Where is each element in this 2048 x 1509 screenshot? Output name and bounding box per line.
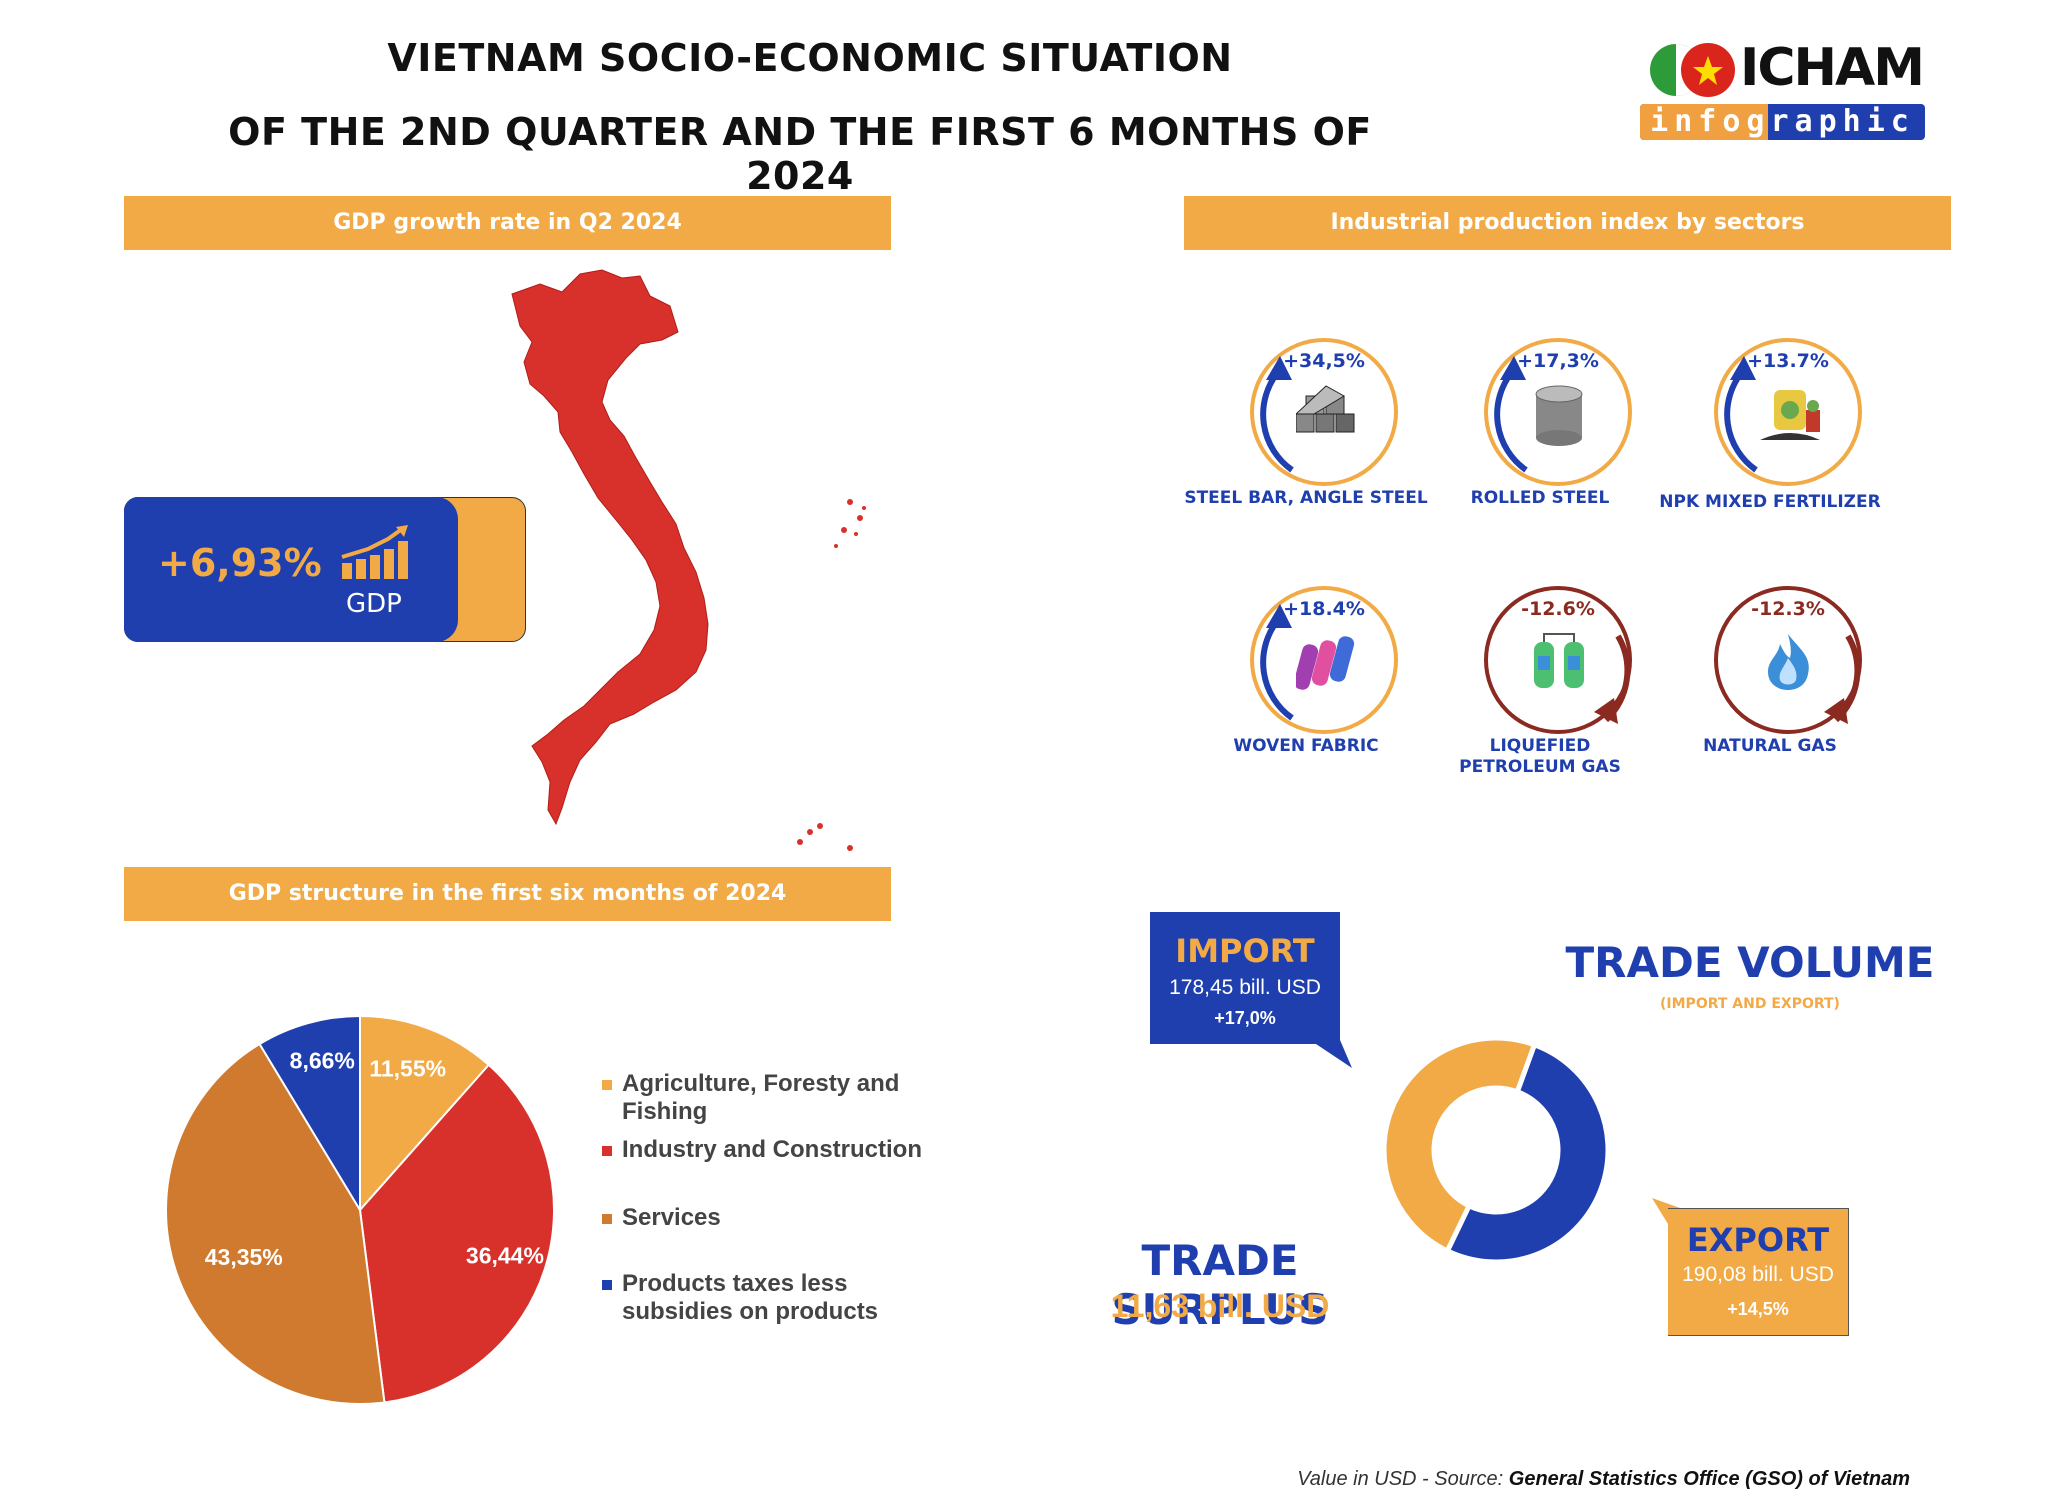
import-box: IMPORT 178,45 bill. USD +17,0% [1150, 912, 1340, 1044]
trade-volume-donut [1381, 1035, 1611, 1265]
donut-segment [1444, 1041, 1611, 1265]
steel-bars-icon [1296, 385, 1355, 433]
gdp-structure-pie-chart: 11,55% 36,44% 43,35% 8,66% [165, 1014, 555, 1405]
gdp-label: GDP [346, 589, 402, 619]
ipi-item: -12.6% LIQUEFIED PETROLEUM GAS [1420, 580, 1660, 780]
pie-data-label: 8,66% [290, 1048, 355, 1074]
import-change: +17,0% [1214, 1008, 1276, 1028]
fertilizer-icon [1760, 390, 1820, 440]
ipi-change: -12.3% [1751, 598, 1825, 620]
export-title: EXPORT [1686, 1221, 1830, 1259]
donut-segment [1381, 1035, 1538, 1255]
flame-icon [1768, 634, 1809, 690]
export-change: +14,5% [1727, 1299, 1789, 1319]
ipi-item: +13.7% NPK MIXED FERTILIZER [1650, 332, 1890, 532]
legend-swatch-industry [602, 1146, 612, 1156]
source-name: General Statistics Office (GSO) of Vietn… [1508, 1468, 1910, 1490]
ipi-label: NATURAL GAS [1703, 736, 1837, 756]
growth-arrow-icon [1484, 338, 1632, 486]
gdp-section-header: GDP growth rate in Q2 2024 [124, 196, 891, 250]
ipi-change: -12.6% [1521, 598, 1595, 620]
pie-data-label: 36,44% [466, 1243, 544, 1269]
flags-icon [1650, 43, 1735, 97]
trade-surplus-title: TRADE SURPLUS [1111, 1236, 1329, 1334]
trade-surplus-value: 11,63 bill. USD [1110, 1288, 1330, 1324]
icham-logo: ICHAM infographic [1640, 36, 1925, 146]
ipi-label: STEEL BAR, ANGLE STEEL [1184, 488, 1428, 508]
trade-volume-subtitle: (IMPORT AND EXPORT) [1660, 996, 1840, 1012]
source-note: Value in USD - Source: General Statistic… [1297, 1468, 1910, 1490]
legend-swatch-services [602, 1214, 612, 1224]
ipi-label: NPK MIXED FERTILIZER [1659, 492, 1881, 512]
vietnam-map-icon [511, 269, 866, 851]
gdp-growth-value: +6,93% [158, 541, 322, 585]
ipi-change: +17,3% [1517, 350, 1599, 372]
ipi-item: +17,3% ROLLED STEEL [1420, 332, 1660, 532]
import-callout-tail [1310, 1040, 1352, 1068]
pie-slice [258, 1014, 361, 1214]
ipi-section-header: Industrial production index by sectors [1184, 196, 1951, 250]
gdp-growth-card: +6,93% GDP [124, 497, 526, 642]
pie-data-label: 11,55% [369, 1056, 446, 1082]
export-value: 190,08 bill. USD [1682, 1263, 1834, 1286]
growth-arrow-icon [1250, 338, 1398, 486]
page-title-line1: VIETNAM SOCIO-ECONOMIC SITUATION [387, 36, 1233, 80]
import-title: IMPORT [1175, 932, 1315, 970]
legend-swatch-agriculture [602, 1080, 612, 1090]
steel-coil-icon [1535, 385, 1583, 446]
ipi-change: +18.4% [1283, 598, 1365, 620]
pie-slice [359, 1014, 491, 1213]
growth-arrow-icon [1714, 338, 1862, 486]
pie-data-label: 43,35% [205, 1244, 283, 1270]
structure-section-header: GDP structure in the first six months of… [124, 867, 891, 921]
ipi-item: -12.3% NATURAL GAS [1650, 580, 1890, 780]
ipi-label: WOVEN FABRIC [1233, 736, 1379, 756]
logo-name: ICHAM [1740, 38, 1925, 98]
growth-chart-icon [341, 525, 408, 579]
ipi-change: +13.7% [1747, 350, 1829, 372]
ipi-item: +34,5% STEEL BAR, ANGLE STEEL [1184, 332, 1428, 532]
legend-swatch-taxes [602, 1280, 612, 1290]
fabric-rolls-icon [1296, 636, 1355, 690]
pie-slice [165, 1042, 386, 1405]
page-title-line2: OF THE 2ND QUARTER AND THE FIRST 6 MONTH… [228, 110, 1372, 198]
ipi-label: LIQUEFIED PETROLEUM GAS [1459, 736, 1621, 777]
logo-tagline: infographic [1640, 104, 1925, 140]
decline-arrow-icon [1484, 586, 1632, 734]
trade-volume-title: TRADE VOLUME [1565, 938, 1935, 987]
growth-arrow-icon [1250, 586, 1398, 734]
import-value: 178,45 bill. USD [1169, 976, 1321, 999]
gas-cylinders-icon [1534, 633, 1584, 688]
ipi-label: ROLLED STEEL [1470, 488, 1610, 508]
export-callout-tail [1652, 1198, 1680, 1224]
ipi-item: +18.4% WOVEN FABRIC [1186, 580, 1426, 780]
export-box: EXPORT 190,08 bill. USD +14,5% [1668, 1208, 1849, 1336]
pie-slice [358, 1063, 555, 1404]
ipi-change: +34,5% [1283, 350, 1365, 372]
decline-arrow-icon [1714, 586, 1862, 734]
